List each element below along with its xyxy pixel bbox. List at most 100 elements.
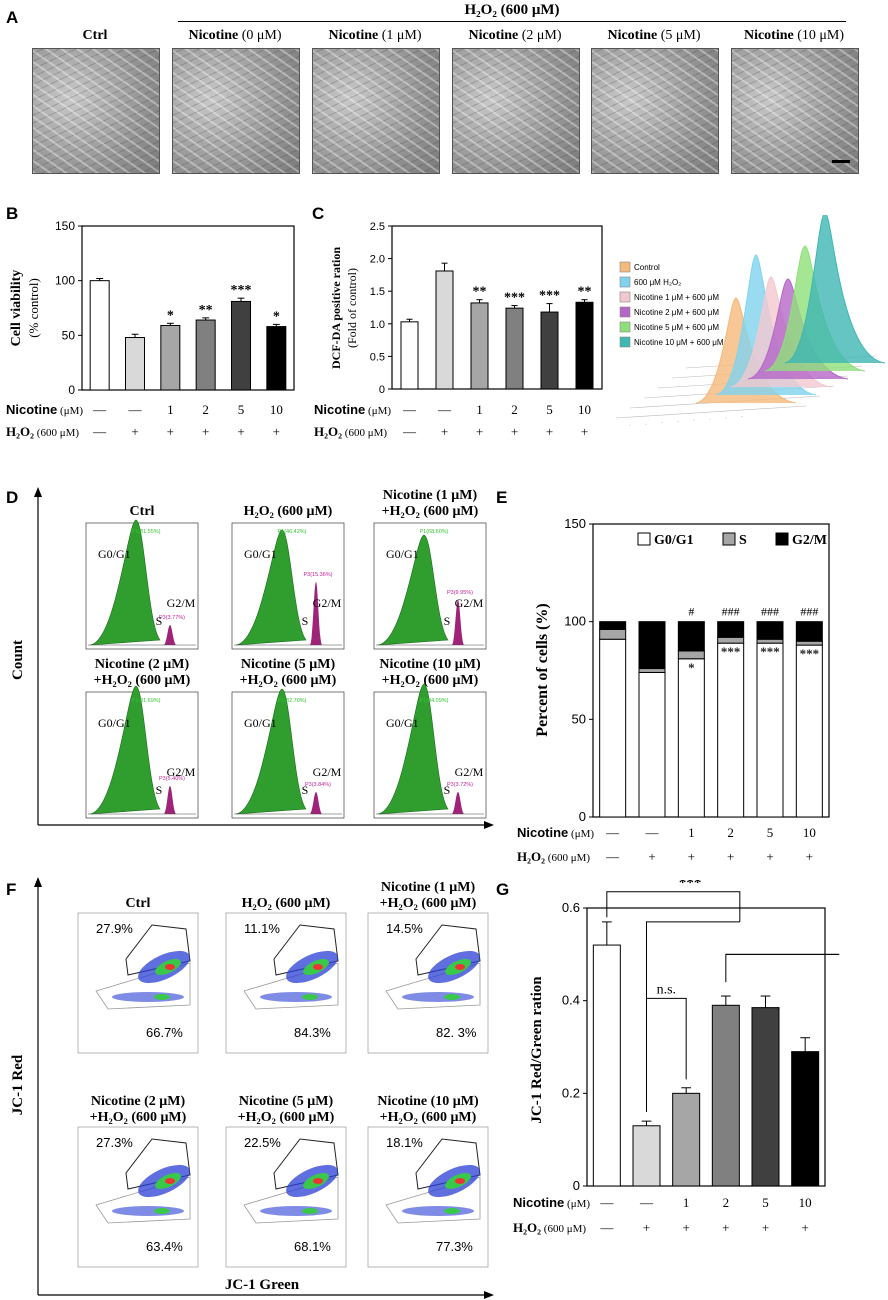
h2o2-group-label: H₂O₂ (600 μM) bbox=[464, 2, 560, 18]
dotplot-frame bbox=[77, 1126, 199, 1268]
nicotine-value: — bbox=[437, 402, 452, 417]
g2-m-label: G2/M bbox=[313, 596, 342, 610]
x-tick-mark: · bbox=[677, 419, 679, 425]
legend-label: S bbox=[739, 533, 747, 548]
plot-frame bbox=[391, 225, 603, 390]
y-axis-label: JC-1 Red/Green ration bbox=[529, 976, 545, 1124]
bar bbox=[470, 302, 489, 390]
y-tick-label: 100 bbox=[564, 614, 586, 629]
nicotine-row-label: Nicotine (μM) bbox=[517, 825, 594, 840]
legend-swatch bbox=[619, 291, 631, 303]
significance-mark: ### bbox=[722, 605, 740, 619]
density-peak bbox=[455, 964, 465, 970]
gate-upper bbox=[273, 1138, 339, 1190]
significance-mark: *** bbox=[800, 646, 820, 661]
panel-d-cell-cycle: CountPICtrlP1(81.55%)P3(3.77%)G0/G1SG2/M… bbox=[10, 487, 494, 829]
dotplot-title-line2: +H₂O₂ (600 μM) bbox=[380, 1110, 477, 1125]
g2-m-label: G2/M bbox=[455, 765, 484, 779]
h2o2-value: + bbox=[801, 1220, 808, 1235]
y-tick-label: 1.0 bbox=[370, 319, 385, 331]
s-phase-label: S bbox=[156, 783, 163, 797]
nicotine-value: 10 bbox=[799, 1195, 812, 1210]
upper-gate-percent: 27.3% bbox=[96, 1135, 133, 1150]
density-core bbox=[444, 1208, 460, 1214]
h2o2-label-bold: H₂O₂ bbox=[513, 1220, 541, 1235]
histogram-title: Nicotine (1 μM) bbox=[383, 488, 478, 503]
bar bbox=[505, 307, 524, 390]
dotplot-title-line2: +H₂O₂ (600 μM) bbox=[90, 1110, 187, 1125]
bar bbox=[195, 319, 216, 391]
micrograph-image bbox=[172, 48, 300, 174]
nicotine-unit: (μM) bbox=[564, 1198, 590, 1210]
gate-p1-label: P1(68.60%) bbox=[419, 529, 448, 535]
h2o2-group-line bbox=[178, 21, 846, 22]
density-peak bbox=[455, 1178, 465, 1184]
nicotine-label-bold: Nicotine bbox=[517, 825, 568, 840]
bar bbox=[231, 300, 251, 391]
g0-g1-peak bbox=[89, 685, 161, 815]
g2-m-peak bbox=[164, 786, 176, 814]
bar bbox=[592, 944, 621, 1187]
bar bbox=[125, 337, 145, 391]
h2o2-value: + bbox=[766, 849, 773, 864]
density-peak bbox=[313, 964, 323, 970]
stacked-bar-segment bbox=[795, 640, 823, 646]
panel-letter-c: C bbox=[312, 204, 325, 223]
gate-upper bbox=[273, 924, 339, 976]
y-tick-label: 150 bbox=[564, 516, 586, 531]
bar bbox=[632, 1125, 661, 1187]
gate-upper bbox=[125, 1138, 191, 1190]
stacked-bar-segment bbox=[677, 621, 705, 652]
nicotine-value: 2 bbox=[202, 402, 209, 417]
lower-gate-percent: 66.7% bbox=[146, 1025, 183, 1040]
panel-letter-b: B bbox=[6, 204, 19, 223]
flow-overlay-plot: Control 600 μM H₂O₂ Nicotine 1 μM + 600 μM… bbox=[615, 215, 886, 429]
micrograph-label-bold: Nicotine bbox=[743, 28, 794, 43]
significance-mark: *** bbox=[679, 880, 702, 891]
nicotine-value: 5 bbox=[767, 825, 774, 840]
nicotine-label-bold: Nicotine bbox=[513, 1195, 564, 1210]
bar bbox=[400, 321, 419, 390]
g0-g1-label: G0/G1 bbox=[244, 716, 277, 730]
panel-letter-e: E bbox=[496, 488, 508, 507]
h2o2-unit: (600 μM) bbox=[34, 427, 79, 439]
bar bbox=[791, 1051, 820, 1187]
gate-upper bbox=[415, 924, 481, 976]
density-peak bbox=[165, 964, 175, 970]
density-cloud bbox=[112, 992, 184, 1002]
h2o2-value: + bbox=[581, 424, 588, 439]
significance-mark: ** bbox=[578, 285, 592, 300]
chart-e-cell-cycle-percent: 0 50 100 150 * # *** ### *** ### *** ### Percent of … bbox=[517, 516, 830, 864]
g0-g1-peak bbox=[377, 683, 449, 815]
panel-letter-f: F bbox=[6, 880, 17, 899]
significance-mark: ** bbox=[199, 303, 213, 318]
significance-mark: *** bbox=[760, 644, 780, 659]
histogram-title: Ctrl bbox=[130, 504, 155, 519]
g2-m-peak bbox=[164, 625, 176, 645]
y-axis-label-line2: (Fold of control) bbox=[345, 268, 359, 348]
h2o2-row-label: H₂O₂ (600 μM) bbox=[6, 424, 79, 439]
legend-swatch bbox=[722, 532, 736, 546]
nicotine-label-bold: Nicotine bbox=[6, 402, 57, 417]
micrograph-label-dose: (1 μM) bbox=[378, 28, 422, 43]
y-tick-label: 0 bbox=[68, 383, 75, 397]
stacked-bar-segment bbox=[795, 644, 823, 818]
histogram-title-line2: +H₂O₂ (600 μM) bbox=[94, 673, 191, 688]
nicotine-value: 10 bbox=[803, 825, 816, 840]
significance-mark: *** bbox=[721, 644, 741, 659]
micrograph-label-dose: (5 μM) bbox=[657, 28, 701, 43]
micrograph-label-dose: (10 μM) bbox=[793, 28, 845, 43]
y-tick-label: 1.5 bbox=[370, 286, 385, 298]
panel-f-jc1: JC-1 Red JC-1 Green Ctrl 27.9% 66.7% H₂O₂ (60… bbox=[10, 877, 494, 1299]
gate-p1-label: P1(81.55%) bbox=[131, 529, 160, 535]
y-tick-label: 0 bbox=[573, 1178, 580, 1193]
h2o2-value: + bbox=[202, 424, 209, 439]
h2o2-row-label: H₂O₂ (600 μM) bbox=[314, 424, 387, 439]
s-phase-label: S bbox=[444, 783, 451, 797]
nicotine-value: 1 bbox=[688, 825, 695, 840]
histogram-title: Nicotine (10 μM) bbox=[379, 657, 481, 672]
micrograph-label-bold: Nicotine bbox=[468, 28, 519, 43]
significance-mark: ### bbox=[800, 605, 818, 619]
dotplot-frame bbox=[225, 1126, 347, 1268]
g2-m-label: G2/M bbox=[313, 765, 342, 779]
